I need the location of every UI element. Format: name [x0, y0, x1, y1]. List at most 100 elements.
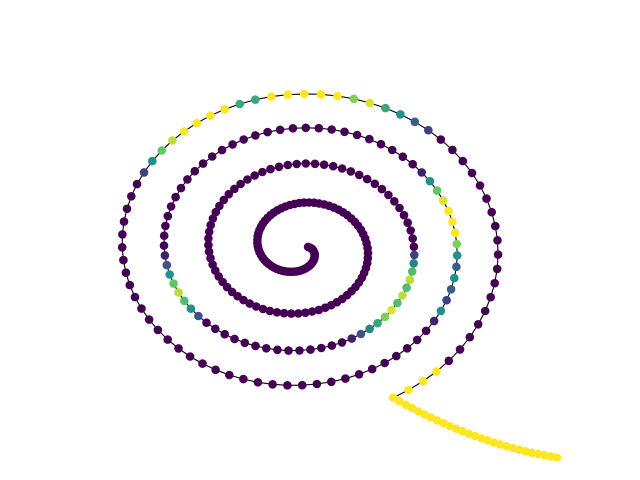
graph-node	[310, 159, 320, 169]
graph-node	[473, 320, 483, 329]
graph-node	[137, 304, 146, 313]
graph-node	[327, 341, 337, 350]
graph-node	[365, 98, 375, 108]
graph-node	[148, 156, 157, 166]
graph-node	[204, 247, 214, 256]
graph-node	[486, 292, 496, 302]
graph-node	[208, 214, 218, 223]
graph-node	[390, 197, 399, 206]
graph-node	[333, 91, 342, 101]
graph-node	[387, 305, 396, 315]
graph-node	[130, 292, 140, 302]
graph-node	[347, 334, 357, 343]
graph-node	[157, 146, 167, 155]
graph-node	[265, 306, 275, 316]
graph-node	[328, 161, 338, 171]
graph-node	[340, 127, 349, 137]
graph-node	[204, 227, 214, 237]
graph-node	[412, 335, 422, 345]
graph-node	[407, 403, 417, 413]
graph-node	[239, 135, 248, 144]
graph-node	[388, 393, 398, 403]
graph-node	[381, 103, 390, 113]
graph-node	[429, 316, 439, 326]
graph-node	[467, 168, 477, 178]
graph-node	[480, 306, 490, 316]
graph-node	[243, 175, 252, 184]
graph-node	[204, 240, 213, 250]
graph-node	[117, 243, 127, 252]
graph-node	[417, 168, 427, 177]
graph-node	[436, 135, 446, 144]
graph-node	[283, 160, 293, 170]
graph-node	[220, 105, 229, 114]
graph-node	[217, 145, 227, 155]
graph-node	[295, 346, 304, 355]
graph-node	[283, 381, 292, 390]
graph-node	[253, 378, 263, 387]
graph-node	[450, 228, 460, 238]
graph-node	[406, 226, 416, 235]
graph-node	[421, 326, 431, 336]
graph-node	[185, 352, 195, 361]
graph-node	[319, 160, 329, 169]
graph-node	[163, 335, 172, 344]
graph-node	[266, 164, 275, 174]
graph-node	[458, 156, 468, 166]
graph-node	[356, 329, 366, 339]
graph-node	[316, 90, 326, 99]
graph-node	[275, 125, 285, 135]
graph-node	[475, 181, 485, 190]
graph-node	[490, 278, 500, 288]
graph-node	[204, 234, 213, 243]
graph-node	[452, 239, 462, 249]
graph-node	[268, 380, 277, 389]
graph-node	[279, 308, 289, 318]
graph-node	[186, 304, 196, 314]
graph-node	[491, 221, 500, 231]
graph-node	[365, 324, 374, 334]
graph-node	[301, 123, 311, 133]
graph-node	[159, 241, 169, 250]
graph-node	[287, 309, 296, 318]
graph-node	[139, 168, 149, 177]
graph-node	[258, 167, 267, 177]
graph-node	[403, 218, 413, 227]
graph-node	[482, 194, 491, 203]
graph-node	[410, 250, 419, 260]
graph-node	[314, 123, 324, 133]
graph-node	[337, 338, 347, 347]
graph-node	[493, 250, 503, 259]
graph-node	[401, 400, 411, 410]
graph-node	[284, 346, 293, 355]
graph-node	[442, 295, 451, 305]
graph-node	[327, 377, 336, 387]
graph-node	[174, 344, 183, 353]
graph-node	[312, 379, 322, 389]
graph-node	[215, 201, 224, 211]
graph-node	[402, 344, 412, 353]
graph-node	[240, 338, 250, 348]
graph-node	[206, 253, 215, 263]
graph-node	[439, 196, 448, 205]
graph-node	[370, 179, 380, 189]
graph-node	[132, 179, 142, 189]
graph-node	[258, 304, 268, 314]
graph-node	[176, 183, 186, 193]
graph-node	[432, 186, 442, 195]
graph-node	[198, 159, 208, 168]
graph-node	[450, 273, 459, 283]
graph-node	[402, 283, 411, 293]
graph-node	[119, 255, 128, 265]
graph-node	[159, 231, 169, 240]
graph-node	[263, 127, 272, 137]
graph-node	[380, 312, 390, 322]
graph-node	[202, 318, 211, 328]
graph-node	[409, 259, 419, 268]
graph-node	[408, 234, 418, 243]
graph-node	[288, 124, 298, 133]
graph-node	[251, 95, 260, 104]
graph-node	[410, 117, 420, 127]
graph-node	[446, 285, 456, 294]
